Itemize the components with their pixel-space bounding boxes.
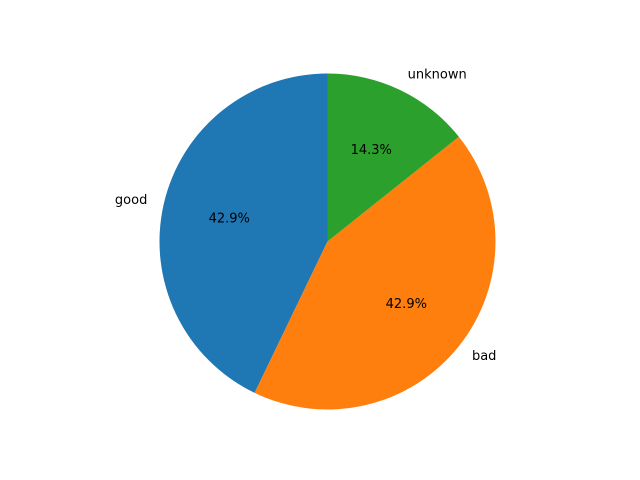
pct-label-unknown: 14.3% bbox=[351, 143, 392, 158]
pie-slice-bad bbox=[254, 136, 496, 410]
category-label-bad: bad bbox=[472, 349, 496, 364]
slices-layer bbox=[159, 73, 496, 410]
pct-label-good: 42.9% bbox=[209, 212, 250, 227]
category-label-good: good bbox=[115, 193, 147, 208]
category-label-unknown: unknown bbox=[408, 68, 467, 83]
pct-label-bad: 42.9% bbox=[386, 297, 427, 312]
labels-layer: 42.9% good 42.9% bad 14.3% unknown bbox=[115, 68, 497, 365]
pie-slice-good bbox=[159, 73, 328, 393]
pie-slice-unknown bbox=[327, 73, 459, 242]
